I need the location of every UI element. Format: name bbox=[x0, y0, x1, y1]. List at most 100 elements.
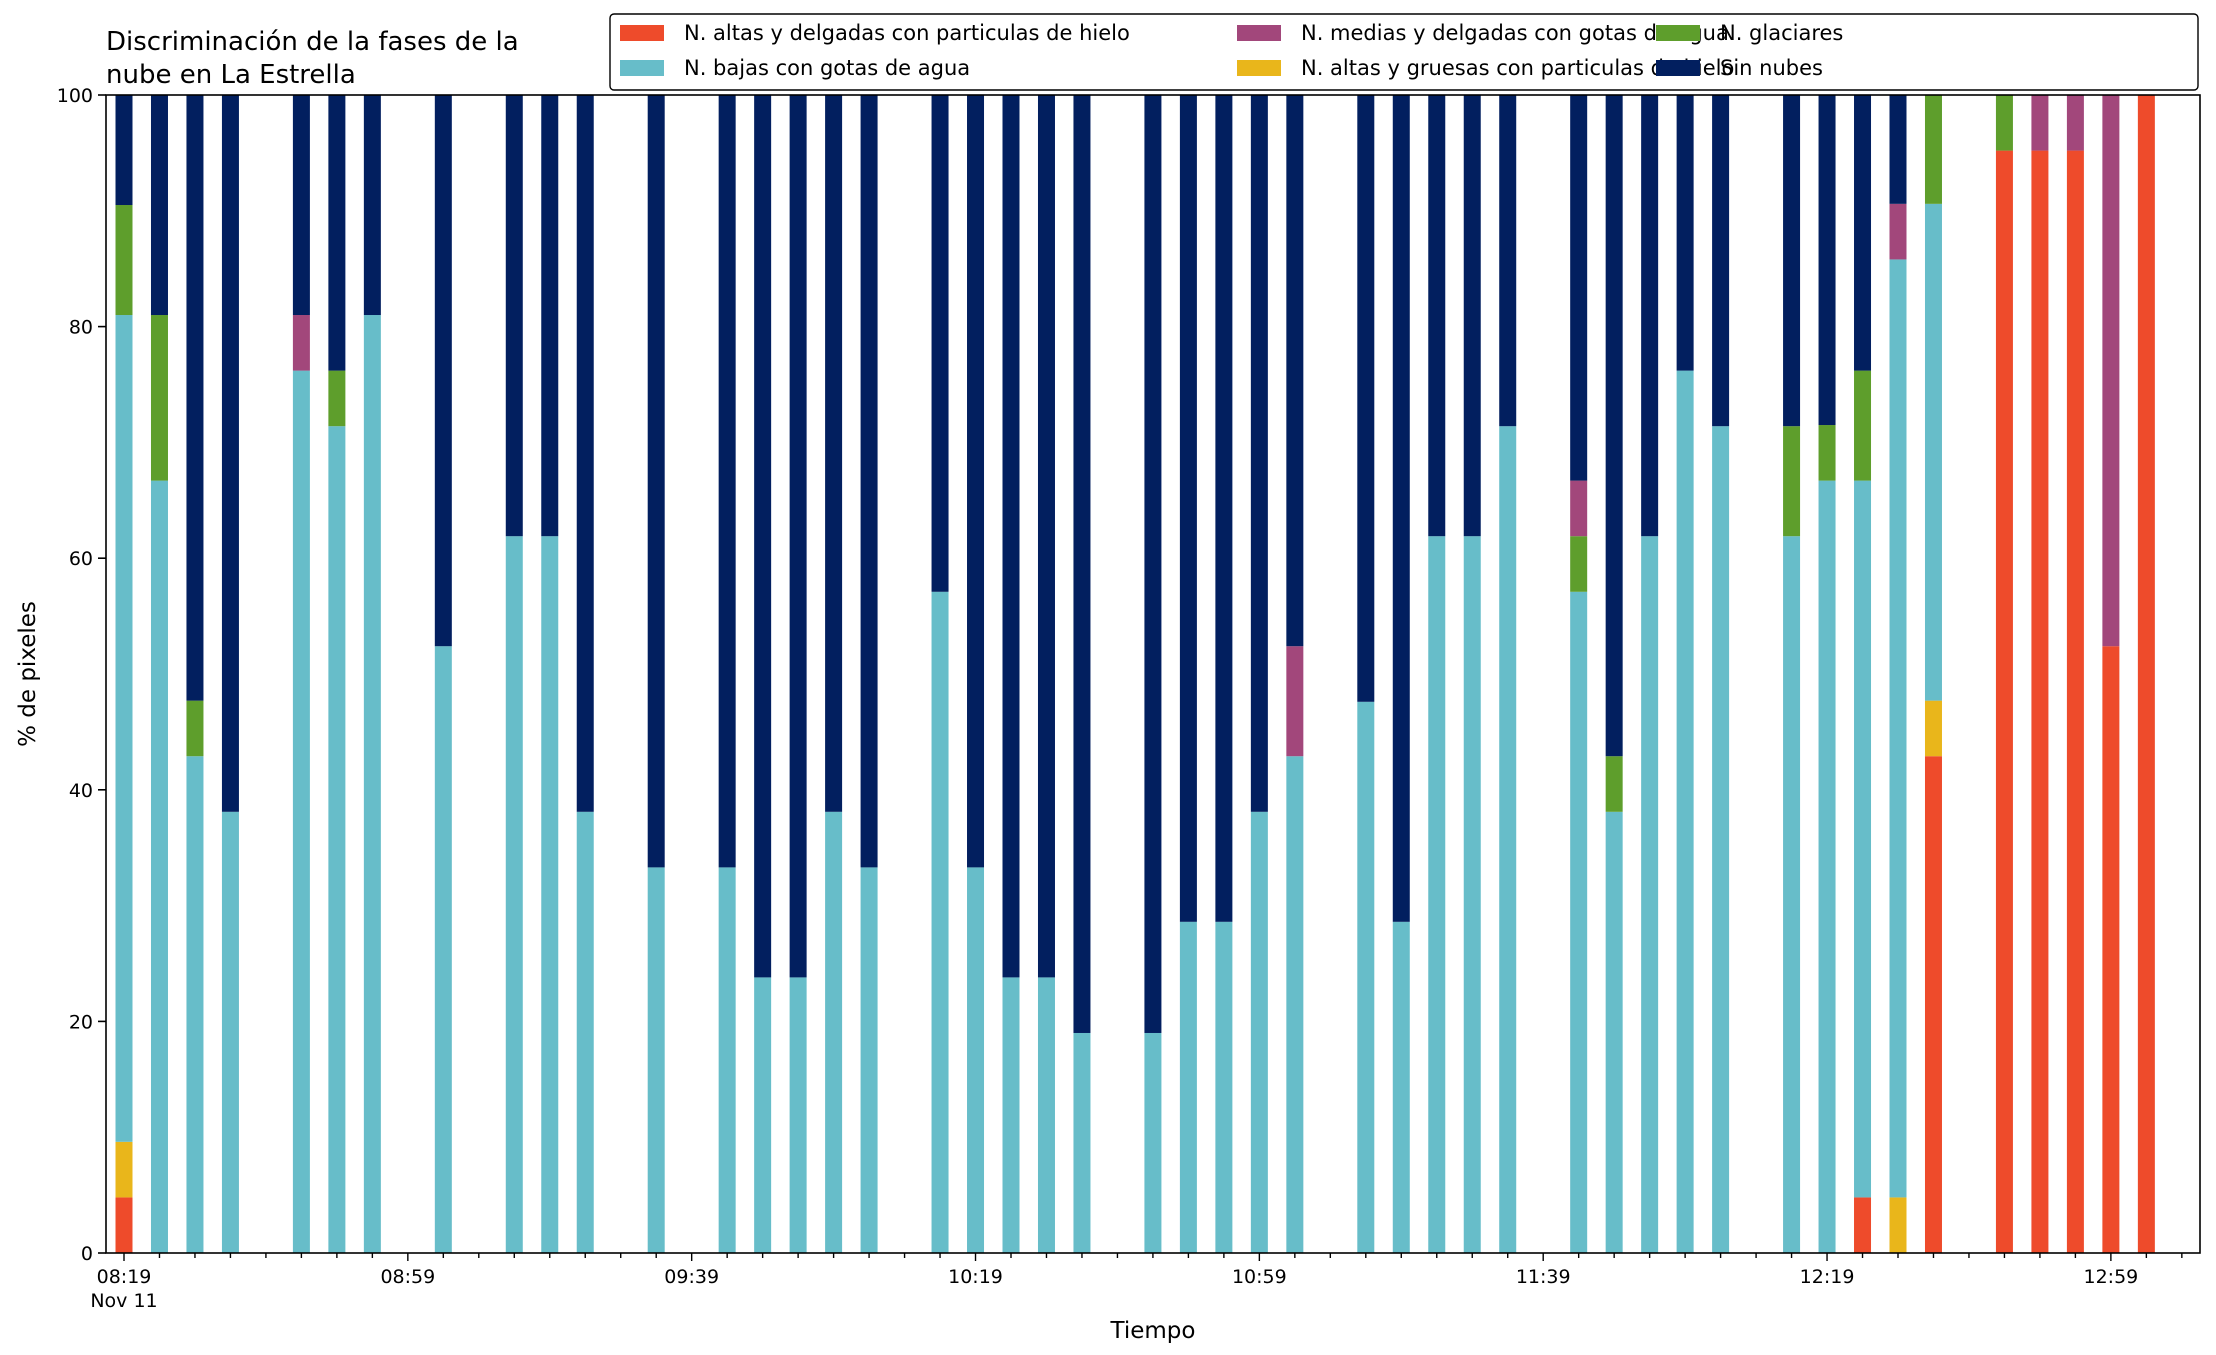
x-axis-label: Tiempo bbox=[1110, 1318, 1196, 1344]
bar-segment bbox=[718, 95, 736, 868]
legend-swatch bbox=[1237, 25, 1281, 41]
y-tick-label: 40 bbox=[69, 780, 93, 802]
x-tick-label: 09:39 bbox=[664, 1266, 719, 1288]
bar-segment bbox=[1889, 259, 1907, 1198]
bar-segment bbox=[115, 1197, 133, 1253]
bar-segment bbox=[541, 95, 559, 537]
bar-segment bbox=[1924, 756, 1942, 1253]
chart-title-line: Discriminación de la fases de la bbox=[106, 27, 519, 57]
bar-segment bbox=[576, 811, 594, 1253]
bar-segment bbox=[1286, 756, 1304, 1253]
bar-segment bbox=[789, 977, 807, 1253]
bar-segment bbox=[2031, 95, 2049, 151]
bar-segment bbox=[825, 811, 843, 1253]
bar-segment bbox=[1002, 977, 1020, 1253]
bar-segment bbox=[221, 95, 239, 812]
bar-segment bbox=[115, 1141, 133, 1198]
bar-segment bbox=[115, 95, 133, 206]
bar-segment bbox=[1463, 536, 1481, 1253]
bar-segment bbox=[1286, 646, 1304, 757]
bar-segment bbox=[1641, 536, 1659, 1253]
bar-segment bbox=[1570, 480, 1588, 537]
bar-segment bbox=[150, 315, 168, 481]
bar-segment bbox=[576, 95, 594, 812]
bar-segment bbox=[1570, 95, 1588, 481]
bar-segment bbox=[718, 867, 736, 1253]
bar-segment bbox=[1783, 536, 1801, 1253]
x-tick-label: 12:59 bbox=[2083, 1266, 2138, 1288]
bar-segment bbox=[2102, 646, 2120, 1253]
chart-title-line: nube en La Estrella bbox=[106, 60, 356, 90]
bar-segment bbox=[860, 867, 878, 1253]
legend-swatch bbox=[1656, 60, 1700, 76]
bar-segment bbox=[1215, 95, 1233, 922]
bar-segment bbox=[1499, 426, 1517, 1253]
bar-segment bbox=[1605, 811, 1623, 1253]
bar-segment bbox=[1854, 95, 1872, 371]
bar-segment bbox=[2102, 95, 2120, 647]
bar-segment bbox=[150, 95, 168, 316]
bar-segment bbox=[825, 95, 843, 812]
bar-segment bbox=[967, 867, 985, 1253]
bar-segment bbox=[1570, 536, 1588, 592]
bar-segment bbox=[2137, 95, 2155, 1253]
bar-segment bbox=[1783, 95, 1801, 427]
bar-segment bbox=[1641, 95, 1659, 537]
legend-label: N. bajas con gotas de agua bbox=[684, 56, 970, 80]
bar-segment bbox=[328, 95, 346, 371]
bar-segment bbox=[647, 95, 665, 868]
bar-segment bbox=[363, 95, 381, 316]
bar-segment bbox=[115, 205, 133, 316]
bar-segment bbox=[292, 95, 310, 316]
bar-segment bbox=[1215, 921, 1233, 1253]
bar-segment bbox=[1499, 95, 1517, 427]
bar-segment bbox=[1144, 1032, 1162, 1253]
legend-swatch bbox=[1237, 60, 1281, 76]
y-tick-label: 80 bbox=[69, 317, 93, 339]
bar-segment bbox=[328, 426, 346, 1253]
bar-segment bbox=[434, 95, 452, 647]
bar-segment bbox=[1250, 811, 1268, 1253]
bar-segment bbox=[1357, 701, 1375, 1253]
bar-segment bbox=[1392, 921, 1410, 1253]
bar-segment bbox=[789, 95, 807, 978]
bar-segment bbox=[434, 646, 452, 1253]
bar-segment bbox=[1286, 95, 1304, 647]
bar-segment bbox=[363, 315, 381, 1253]
bar-segment bbox=[221, 811, 239, 1253]
bar-segment bbox=[2066, 95, 2084, 151]
bar-segment bbox=[1037, 95, 1055, 978]
x-tick-label: 10:59 bbox=[1232, 1266, 1287, 1288]
bar-segment bbox=[647, 867, 665, 1253]
bar-segment bbox=[1889, 203, 1907, 260]
bar-segment bbox=[1889, 1197, 1907, 1253]
bar-segment bbox=[1392, 95, 1410, 922]
bar-segment bbox=[186, 95, 204, 701]
legend-swatch bbox=[1656, 25, 1700, 41]
bar-segment bbox=[1605, 95, 1623, 757]
bar-segment bbox=[1179, 921, 1197, 1253]
x-tick-label: 08:59 bbox=[380, 1266, 435, 1288]
x-tick-label: 08:19 bbox=[97, 1266, 152, 1288]
bar-segment bbox=[754, 95, 772, 978]
y-tick-label: 0 bbox=[81, 1243, 93, 1265]
x-tick-sublabel: Nov 11 bbox=[90, 1290, 157, 1312]
bar-segment bbox=[931, 95, 949, 592]
bar-segment bbox=[186, 700, 204, 757]
bar-segment bbox=[1073, 1032, 1091, 1253]
x-tick-label: 10:19 bbox=[948, 1266, 1003, 1288]
bar-segment bbox=[1428, 536, 1446, 1253]
legend: N. altas y delgadas con particulas de hi… bbox=[609, 13, 2199, 91]
legend-swatch bbox=[620, 25, 664, 41]
y-axis-label: % de pixeles bbox=[15, 601, 41, 747]
bar-segment bbox=[1783, 426, 1801, 537]
x-tick-label: 11:39 bbox=[1516, 1266, 1571, 1288]
bar-segment bbox=[2066, 150, 2084, 1254]
bar-segment bbox=[931, 591, 949, 1253]
x-tick-label: 12:19 bbox=[1800, 1266, 1855, 1288]
legend-swatch bbox=[620, 60, 664, 76]
bar-segment bbox=[1712, 426, 1730, 1253]
bar-segment bbox=[1818, 480, 1836, 1253]
bar-segment bbox=[1924, 95, 1942, 204]
